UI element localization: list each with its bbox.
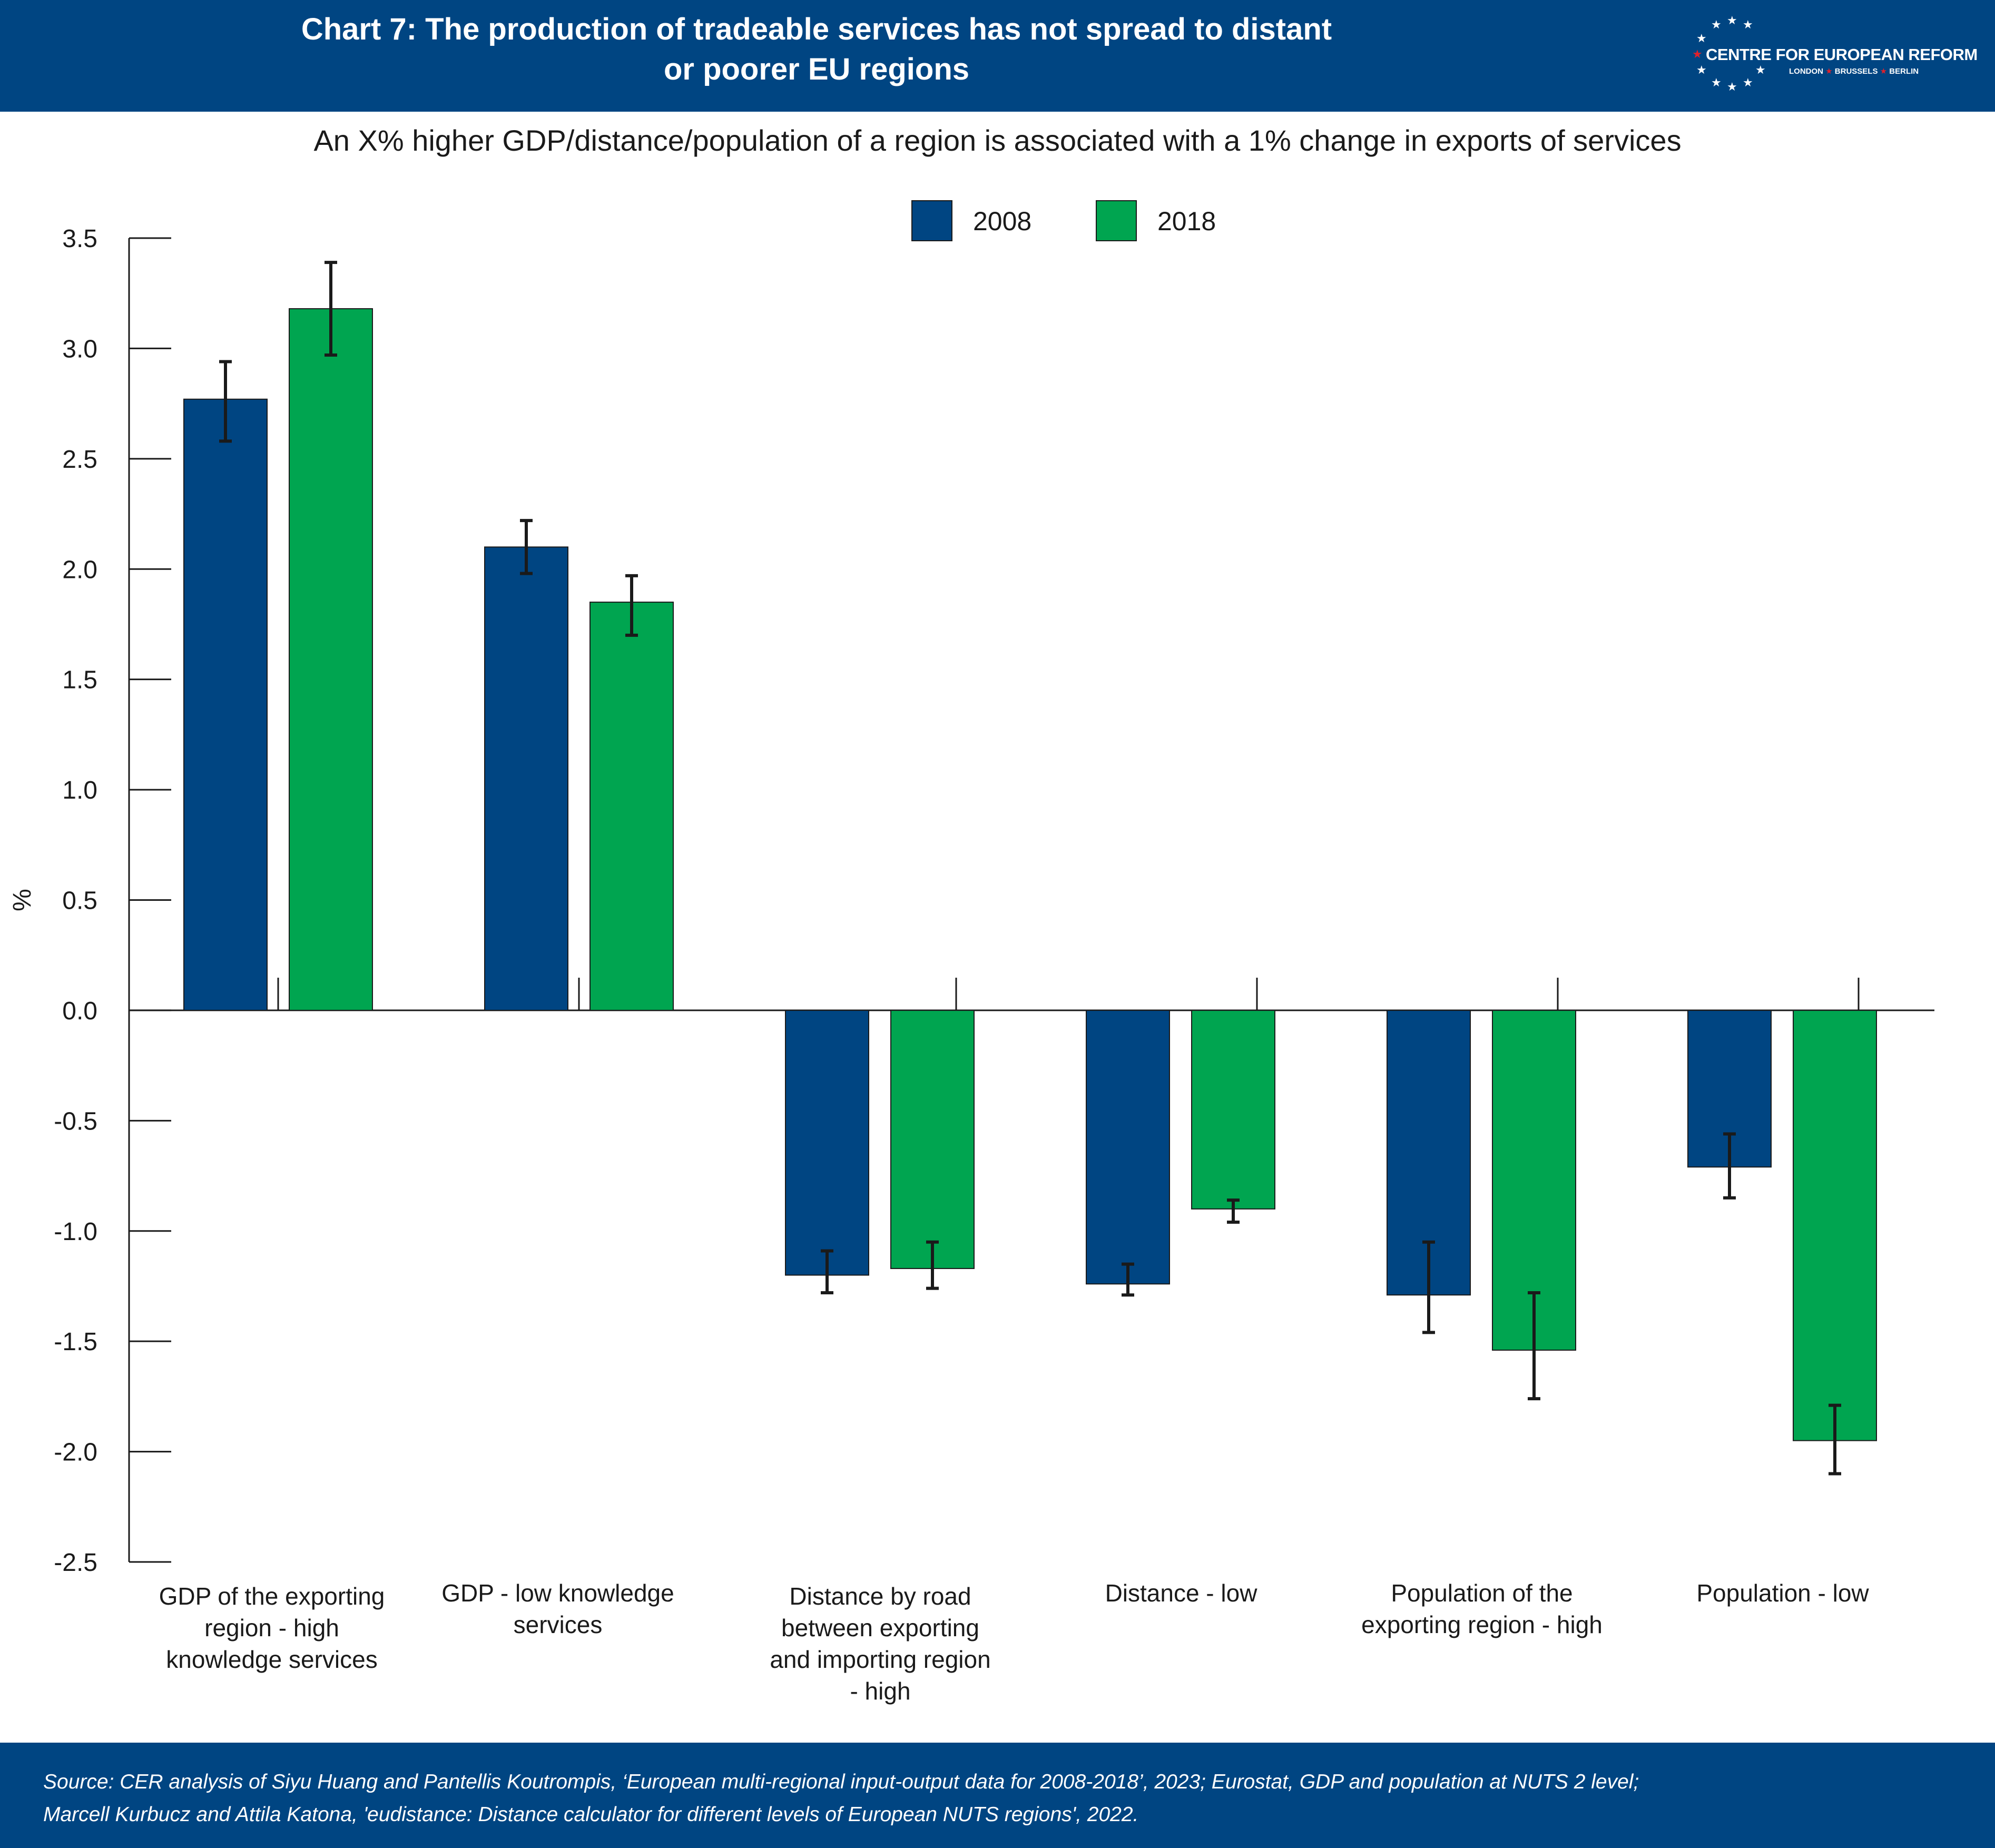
bar-2008 (1086, 1009, 1170, 1285)
legend-swatch-2008 (911, 200, 952, 241)
y-tick-label: 1.5 (62, 666, 97, 694)
logo-star-icon: ★ (1711, 18, 1722, 31)
bar-2018 (289, 308, 373, 1011)
y-tick-label: 2.5 (62, 446, 97, 474)
x-tick-label: GDP of the exporting (159, 1582, 385, 1610)
bar-2018 (1492, 1009, 1576, 1351)
chart-title: Chart 7: The production of tradeable ser… (105, 9, 1528, 90)
logo-star-icon: ★ (1727, 14, 1737, 27)
x-tick-label: and importing region (770, 1646, 990, 1673)
y-tick-label: -1.0 (54, 1218, 97, 1246)
y-tick-label: -0.5 (54, 1107, 97, 1135)
logo-separator-star-icon: ★ (1880, 67, 1888, 76)
logo-star-icon: ★ (1727, 80, 1737, 93)
x-tick-label: Population - low (1696, 1579, 1869, 1607)
y-tick-label: 2.0 (62, 556, 97, 584)
y-tick-label: 3.5 (62, 225, 97, 253)
x-tick-label: region - high (204, 1614, 339, 1641)
source-note-line-2: Marcell Kurbucz and Attila Katona, 'eudi… (43, 1803, 1139, 1826)
x-tick-label: - high (850, 1677, 910, 1705)
logo-star-icon: ★ (1696, 32, 1707, 45)
x-tick-label: exporting region - high (1361, 1611, 1603, 1638)
logo-star-icon: ★ (1743, 18, 1753, 31)
legend-label-2008: 2008 (973, 207, 1032, 236)
bar-2018 (1793, 1009, 1877, 1441)
chart-footer: Source: CER analysis of Siyu Huang and P… (0, 1743, 1995, 1848)
logo-city-brussels: BRUSSELS (1834, 67, 1878, 76)
cer-logo: ★ ★ ★ ★ ★ ★ ★ ★ ★ ★ CENTRE FOR EUROPEAN … (1686, 12, 1978, 101)
x-tick-label: Population of the (1391, 1579, 1573, 1607)
chart-title-line-1: Chart 7: The production of tradeable ser… (301, 12, 1332, 46)
chart-subtitle: An X% higher GDP/distance/population of … (313, 124, 1682, 157)
bar-2008 (183, 398, 268, 1011)
chart-header: Chart 7: The production of tradeable ser… (0, 0, 1995, 112)
x-tick-label: Distance - low (1105, 1579, 1258, 1607)
bar-2018 (1191, 1009, 1275, 1210)
y-tick-label: -2.0 (54, 1439, 97, 1467)
y-tick-label: 0.0 (62, 997, 97, 1025)
logo-star-red-icon: ★ (1692, 47, 1703, 61)
y-tick-label: -2.5 (54, 1549, 97, 1577)
logo-star-icon: ★ (1696, 63, 1707, 76)
logo-city-london: LONDON (1789, 67, 1823, 76)
legend-swatch-2018 (1096, 200, 1137, 241)
x-tick-label: services (514, 1611, 603, 1638)
x-tick-label: Distance by road (789, 1582, 971, 1610)
legend-label-2018: 2018 (1157, 207, 1216, 236)
logo-cities: LONDON ★ BRUSSELS ★ BERLIN (1789, 66, 1919, 76)
source-note-line-1: Source: CER analysis of Siyu Huang and P… (43, 1771, 1639, 1793)
x-tick-label: GDP - low knowledge (441, 1579, 674, 1607)
logo-city-berlin: BERLIN (1889, 67, 1919, 76)
bar-2008 (785, 1009, 869, 1276)
logo-star-icon: ★ (1743, 76, 1753, 89)
y-tick-label: 1.0 (62, 776, 97, 804)
y-tick-label: 3.0 (62, 335, 97, 363)
x-tick-label: knowledge services (166, 1646, 377, 1673)
y-tick-label: -1.5 (54, 1328, 97, 1356)
logo-separator-star-icon: ★ (1825, 67, 1833, 76)
bar-2018 (890, 1009, 975, 1269)
logo-star-icon: ★ (1711, 76, 1722, 89)
y-axis-label: % (8, 889, 36, 911)
logo-star-icon: ★ (1755, 63, 1766, 76)
chart-title-line-2: or poorer EU regions (663, 52, 970, 86)
x-tick-label: between exporting (781, 1614, 979, 1641)
y-tick-label: 0.5 (62, 887, 97, 915)
logo-wordmark: CENTRE FOR EUROPEAN REFORM (1706, 45, 1978, 64)
bar-2018 (589, 602, 674, 1011)
bar-2008 (484, 546, 568, 1011)
